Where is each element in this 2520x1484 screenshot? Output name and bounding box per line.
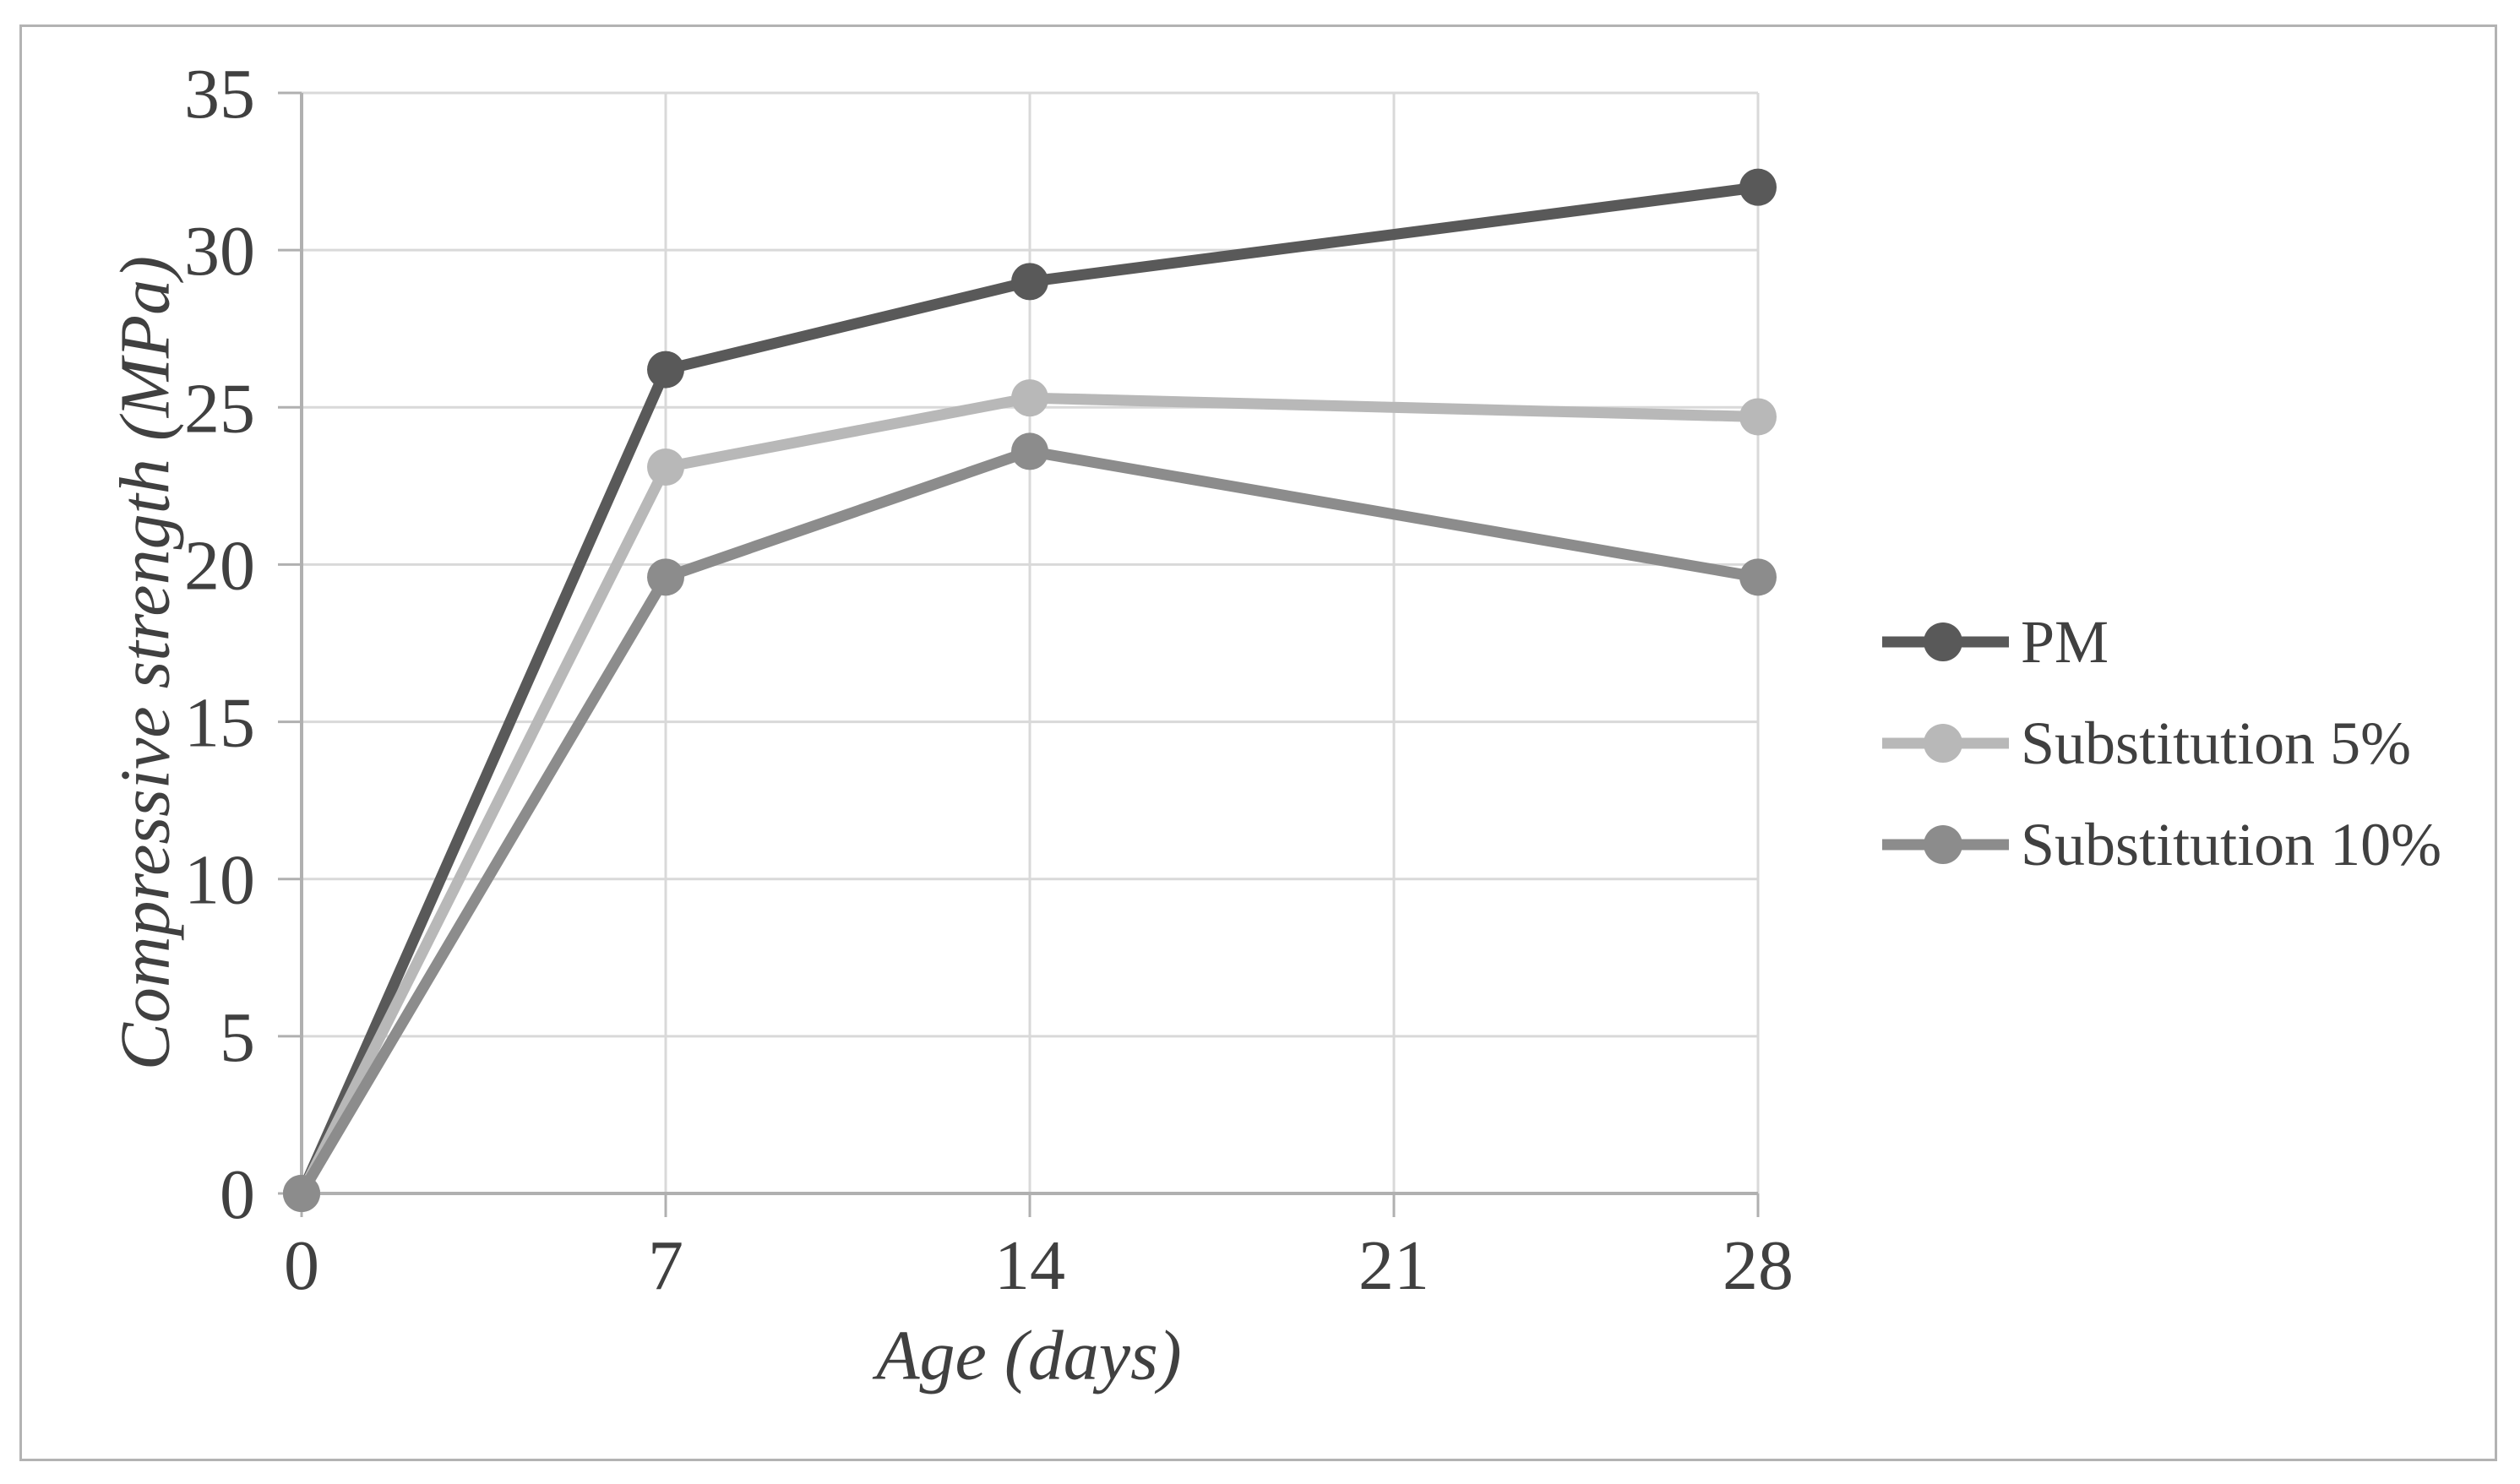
x-tick-label: 7 (648, 1226, 683, 1305)
data-point-marker-substitution-5 (1011, 379, 1048, 417)
x-tick-label: 14 (994, 1226, 1065, 1305)
series-line-pm (297, 182, 1759, 1196)
legend-line-marker-icon (1882, 724, 2009, 763)
data-point-marker-substitution-10 (1011, 432, 1048, 470)
data-point-marker-substitution-10 (1739, 558, 1777, 596)
data-point-marker-substitution-5 (647, 448, 684, 487)
y-tick-label: 15 (184, 684, 255, 763)
data-point-marker-substitution-10 (283, 1175, 320, 1212)
y-tick-label: 0 (220, 1155, 255, 1234)
legend-line-marker-icon (1882, 622, 2009, 661)
data-point-marker-pm (1739, 168, 1777, 206)
legend-item-substitution-10: Substitution 10% (1882, 813, 2441, 876)
data-point-marker-pm (647, 351, 684, 389)
y-tick-label: 35 (184, 55, 255, 133)
y-tick-label: 5 (220, 998, 255, 1077)
y-tick-label: 10 (184, 841, 255, 920)
data-point-marker-pm (1011, 263, 1048, 301)
series-line-substitution-10 (297, 445, 1760, 1197)
legend-label: Substitution 10% (2021, 811, 2442, 878)
x-tick-label: 0 (284, 1226, 319, 1305)
series-line-substitution-5 (297, 392, 1759, 1196)
legend-label: PM (2021, 608, 2109, 676)
legend-line-marker-icon (1882, 825, 2009, 864)
y-tick-label: 25 (184, 369, 255, 448)
legend-item-substitution-5: Substitution 5% (1882, 712, 2441, 775)
data-point-marker-substitution-5 (1739, 398, 1777, 436)
chart-border (19, 24, 2497, 1461)
x-tick-label: 28 (1723, 1226, 1793, 1305)
x-axis-title: Age (days) (876, 1316, 1182, 1395)
legend-item-pm: PM (1882, 611, 2441, 673)
legend-label: Substitution 5% (2021, 709, 2412, 777)
y-tick-label: 20 (184, 526, 255, 605)
y-axis-title: Compressive strength (MPa) (106, 255, 185, 1071)
y-tick-label: 30 (184, 212, 255, 291)
legend: PM Substitution 5% Substitution 10% (1882, 611, 2441, 876)
data-point-marker-substitution-10 (647, 558, 684, 596)
x-tick-label: 21 (1358, 1226, 1429, 1305)
